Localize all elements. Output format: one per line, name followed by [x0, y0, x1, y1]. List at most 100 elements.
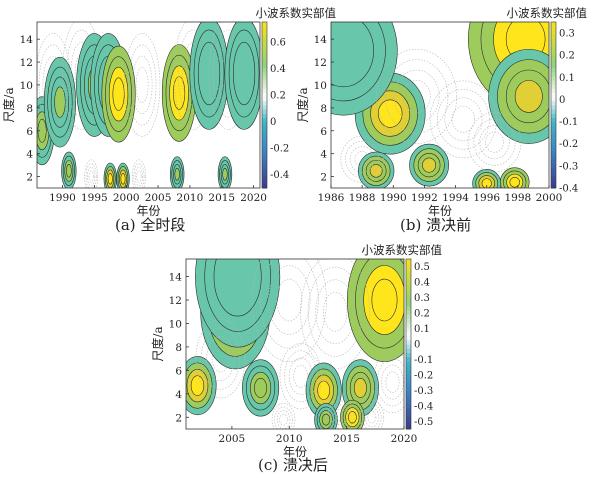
x-tick-label: 1998 — [504, 192, 531, 204]
contour-negative — [307, 266, 363, 357]
colorbar-segment — [551, 92, 556, 98]
contour-positive — [66, 164, 72, 178]
x-tick-label: 2005 — [219, 433, 246, 445]
contour-layer — [37, 22, 260, 188]
colorbar-frame — [550, 21, 557, 189]
contour-negative — [195, 318, 246, 399]
colorbar-segment — [406, 412, 411, 417]
colorbar-label: 小波系数实部值 — [507, 6, 588, 20]
colorbar-segment — [406, 271, 411, 277]
colorbar-segment — [406, 403, 411, 409]
contour-negative — [293, 364, 309, 388]
contour-negative — [127, 44, 157, 126]
colorbar-tick-label: -0.4 — [414, 401, 433, 412]
contour-negative — [377, 358, 404, 407]
colorbar-segment — [262, 59, 267, 64]
colorbar-tick-label: 0.6 — [270, 37, 286, 48]
colorbar-segment — [406, 382, 411, 387]
colorbar-tick-label: -0.2 — [414, 370, 433, 381]
colorbar-segment — [551, 183, 556, 189]
colorbar-segment — [262, 105, 267, 110]
colorbar-segment — [551, 46, 556, 52]
x-tick-label: 1990 — [380, 192, 407, 204]
colorbar-segment — [262, 75, 267, 81]
colorbar-segment — [406, 331, 411, 336]
colorbar-segment — [406, 335, 411, 341]
y-tick-label: 14 — [169, 272, 183, 284]
colorbar-segment — [406, 361, 411, 366]
colorbar-segment — [406, 369, 411, 375]
y-tick-label: 6 — [175, 365, 182, 377]
contour-negative — [444, 97, 483, 142]
contour-negative — [402, 80, 431, 113]
x-tick-label: 1996 — [473, 192, 500, 204]
contour-positive — [120, 173, 126, 185]
contour-positive — [377, 99, 403, 128]
colorbar-segment — [406, 288, 411, 294]
colorbar-segment — [551, 38, 556, 44]
contour-negative — [134, 166, 143, 187]
contour-negative — [279, 413, 288, 426]
colorbar-segment — [262, 63, 267, 69]
y-tick-label: 4 — [320, 149, 327, 161]
colorbar-segment — [406, 386, 411, 392]
y-tick-label: 10 — [20, 80, 33, 92]
x-tick-label: 1994 — [442, 192, 469, 204]
contour-negative — [284, 350, 318, 403]
contour-negative — [135, 67, 149, 103]
colorbar-tick-label: 0.4 — [270, 64, 286, 75]
colorbar-tick-label: -0.4 — [270, 170, 289, 181]
contour-negative — [479, 125, 510, 160]
colorbar-segment — [262, 80, 267, 85]
y-axis-label: 尺度/a — [1, 87, 16, 122]
contour-negative — [340, 135, 384, 183]
colorbar-tick-label: 0.2 — [270, 91, 286, 102]
colorbar-segment — [262, 67, 267, 73]
colorbar-segment — [551, 158, 556, 164]
contour-positive — [509, 177, 520, 188]
x-tick-label: 2020 — [391, 433, 418, 445]
colorbar-segment — [406, 348, 411, 353]
contour-positive — [348, 411, 357, 424]
colorbar-segment — [262, 113, 267, 118]
caption-a: (a) 全时段 — [115, 216, 186, 234]
contour-positive — [174, 167, 180, 181]
colorbar-frame — [405, 258, 412, 430]
colorbar-segment — [406, 293, 411, 298]
contour-positive — [112, 77, 125, 111]
colorbar-segment — [406, 356, 411, 362]
colorbar-segment — [551, 125, 556, 131]
wavelet-chart-b: 1986 1988 1990 1992 1994 1996 1998 2000 2 4 6 8 10 12… — [295, 6, 588, 218]
colorbar-segment — [551, 167, 556, 172]
colorbar-segment — [406, 399, 411, 404]
contour-negative — [211, 344, 230, 373]
colorbar-tick-label: 0.1 — [559, 73, 575, 84]
colorbar-segment — [262, 183, 267, 189]
panel-c: 2005 2010 2015 2020 2 4 6 8 10 12 14 年份 尺度/a 0.5 0.4 0.… — [150, 236, 448, 480]
colorbar-label: 小波系数实部值 — [362, 243, 443, 257]
colorbar-segment — [262, 34, 267, 40]
colorbar-segment — [262, 129, 267, 135]
colorbar-tick-label: 0 — [414, 340, 420, 351]
x-tick-label: 1995 — [81, 192, 108, 204]
colorbar-segment — [406, 263, 411, 268]
colorbar-tick-label: 0.3 — [414, 293, 430, 304]
colorbar-tick-label: -0.1 — [414, 355, 433, 366]
contour-positive — [514, 80, 543, 113]
colorbar-segment — [551, 71, 556, 77]
colorbar-segment — [262, 125, 267, 131]
contour-positive — [321, 413, 331, 426]
contour-negative — [359, 399, 385, 429]
colorbar-segment — [551, 88, 556, 94]
colorbar-segment — [262, 51, 267, 56]
colorbar-segment — [551, 138, 556, 143]
colorbar-segment — [406, 297, 411, 302]
colorbar-segment — [551, 175, 556, 181]
colorbar-segment — [262, 142, 267, 147]
y-tick-label: 6 — [26, 126, 33, 138]
colorbar-segment — [262, 46, 267, 52]
colorbar-segment — [262, 171, 267, 177]
y-tick-label: 2 — [320, 172, 327, 184]
colorbar-segment — [551, 117, 556, 123]
contour-negative — [132, 159, 146, 188]
